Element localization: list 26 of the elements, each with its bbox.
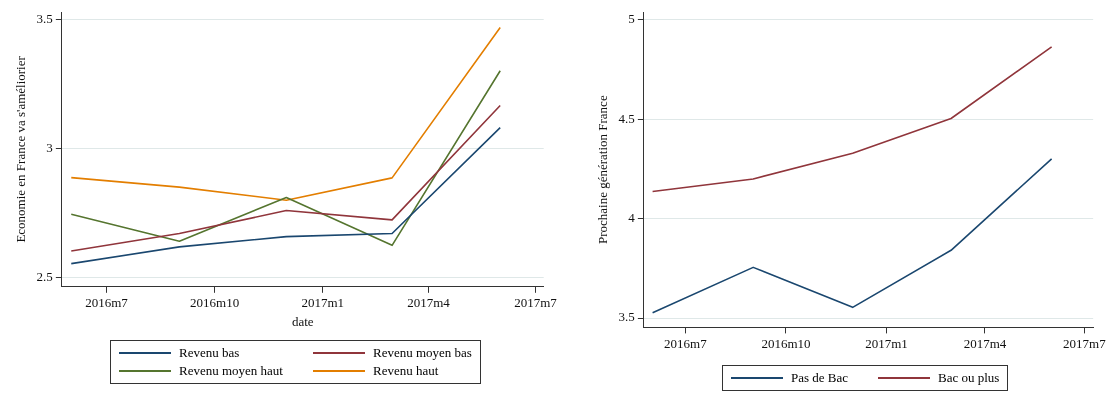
x-tick-label: 2016m10 [190,295,240,311]
y-tick-label: 5 [628,11,635,27]
y-tick-label: 3.5 [36,11,53,27]
x-tick-label: 2016m7 [664,335,708,351]
legend-label: Pas de Bac [791,370,849,386]
y-tick-label: 4 [628,210,636,226]
x-tick-label: 2016m10 [761,335,811,351]
x-axis-title: date [291,313,314,329]
y-axis-title: Prochaine génération France [595,95,611,245]
x-tick-label: 2017m1 [301,295,345,311]
x-tick-label: 2017m1 [865,335,908,351]
y-tick-label: 3 [46,139,53,155]
x-tick-label: 2017m4 [407,295,451,311]
legend-label: Revenu haut [372,363,439,379]
legend-label: Revenu moyen bas [372,345,472,361]
legend-label: Revenu moyen haut [179,363,283,379]
x-tick-label: 2017m7 [1063,335,1107,351]
x-tick-label: 2017m7 [514,295,558,311]
y-axis-title: Economie en France va s'améliorier [13,55,29,243]
y-tick-label: 2.5 [36,268,53,284]
y-tick-label: 4.5 [618,110,635,126]
y-tick-label: 3.5 [618,309,635,325]
x-tick-label: 2017m4 [963,335,1007,351]
x-tick-label: 2016m7 [85,295,129,311]
legend-label: Revenu bas [179,345,240,361]
legend-label: Bac ou plus [938,370,1000,386]
